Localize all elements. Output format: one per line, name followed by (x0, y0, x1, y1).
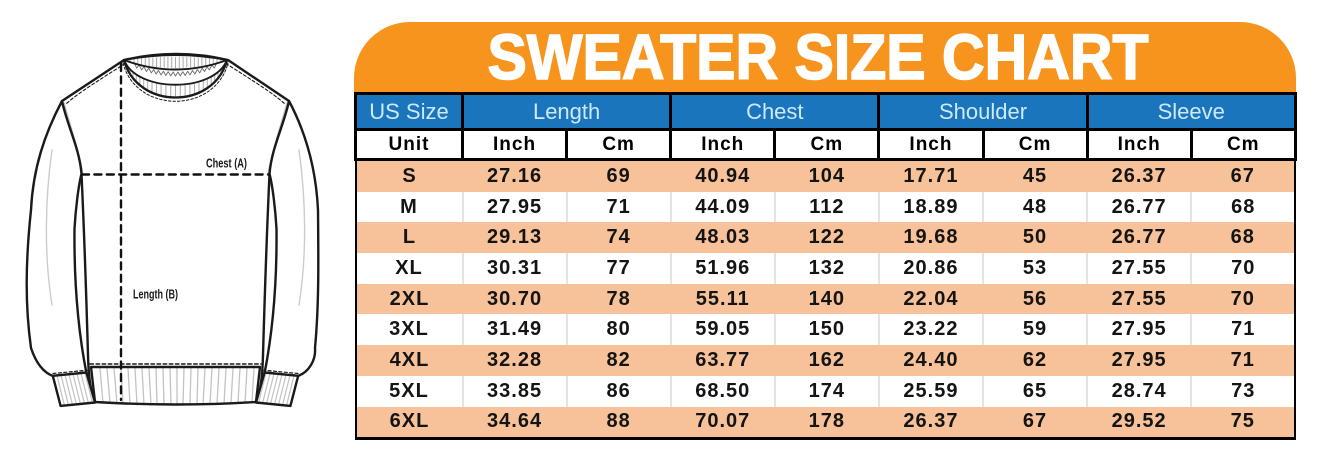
svg-text:Length (B): Length (B) (133, 287, 178, 302)
svg-text:Chest (A): Chest (A) (206, 156, 247, 171)
